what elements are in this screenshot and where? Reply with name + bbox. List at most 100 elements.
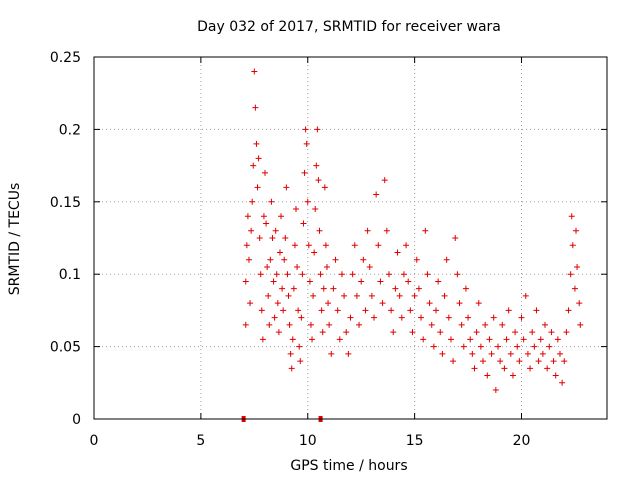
data-point (413, 256, 420, 263)
data-point (552, 372, 559, 379)
data-point (484, 372, 491, 379)
x-tick-label: 0 (90, 433, 99, 449)
data-point (561, 358, 568, 365)
data-point (285, 292, 292, 299)
data-point (443, 256, 450, 263)
data-point (422, 227, 429, 234)
data-point (512, 329, 519, 336)
data-point (284, 271, 291, 278)
data-point (271, 314, 278, 321)
data-point (273, 271, 280, 278)
data-point (509, 372, 516, 379)
data-point (356, 321, 363, 328)
chart-title: Day 032 of 2017, SRMTID for receiver war… (197, 19, 501, 35)
data-point (497, 358, 504, 365)
data-point (330, 285, 337, 292)
data-point (295, 307, 302, 314)
data-point (362, 307, 369, 314)
data-point (243, 242, 250, 249)
data-point (242, 321, 249, 328)
data-point (482, 321, 489, 328)
data-point (260, 213, 267, 220)
data-point (377, 278, 384, 285)
data-point (535, 358, 542, 365)
data-point (539, 350, 546, 357)
data-point (266, 321, 273, 328)
data-point (426, 300, 433, 307)
data-point (475, 300, 482, 307)
data-point (424, 271, 431, 278)
data-point (577, 321, 584, 328)
data-point (278, 213, 285, 220)
data-point (465, 314, 472, 321)
ticks: 0 0.05 0.1 0.15 0.2 0.25 0 5 10 15 20 (50, 50, 607, 449)
data-point (375, 242, 382, 249)
x-tick-label: 5 (196, 433, 205, 449)
data-point (299, 271, 306, 278)
y-axis-label: SRMTID / TECUs (7, 183, 23, 296)
data-point (345, 350, 352, 357)
data-point (379, 300, 386, 307)
data-point (507, 350, 514, 357)
y-tick-label: 0.1 (59, 267, 81, 283)
data-point (364, 227, 371, 234)
data-point (252, 104, 259, 111)
data-point (283, 184, 290, 191)
data-point (437, 329, 444, 336)
data-point (542, 321, 549, 328)
data-point (409, 329, 416, 336)
data-point (383, 227, 390, 234)
data-point (388, 307, 395, 314)
data-point (439, 350, 446, 357)
data-point (411, 292, 418, 299)
data-point (289, 336, 296, 343)
data-point (300, 220, 307, 227)
data-point (533, 307, 540, 314)
data-point (415, 285, 422, 292)
data-point (265, 292, 272, 299)
data-point (332, 256, 339, 263)
data-point (264, 263, 271, 270)
data-point (248, 227, 255, 234)
data-point (398, 314, 405, 321)
y-tick-label: 0.2 (59, 122, 81, 138)
data-point (303, 140, 310, 147)
data-point (244, 213, 251, 220)
data-point (253, 140, 260, 147)
data-point (301, 169, 308, 176)
data-point (400, 271, 407, 278)
data-point (522, 292, 529, 299)
data-point (306, 278, 313, 285)
data-point (490, 314, 497, 321)
data-point (274, 300, 281, 307)
data-point (544, 365, 551, 372)
data-point (328, 350, 335, 357)
data-point (320, 285, 327, 292)
data-point (458, 321, 465, 328)
data-point (269, 235, 276, 241)
data-point (245, 256, 252, 263)
y-tick-label: 0.15 (50, 195, 81, 211)
data-point (524, 350, 531, 357)
data-point (338, 271, 345, 278)
data-point (556, 350, 563, 357)
data-point (456, 300, 463, 307)
data-point (259, 336, 266, 343)
data-point (281, 256, 288, 263)
data-point (407, 307, 414, 314)
data-point (385, 271, 392, 278)
data-point (548, 329, 555, 336)
x-axis-label: GPS time / hours (290, 458, 407, 474)
data-point (247, 300, 254, 307)
data-point (316, 227, 323, 234)
data-point (435, 278, 442, 285)
data-point (471, 365, 478, 372)
data-point (319, 329, 326, 336)
plot-frame (93, 56, 608, 420)
data-point (514, 343, 521, 350)
data-point (462, 285, 469, 292)
data-point (267, 256, 274, 263)
data-point (343, 329, 350, 336)
data-point (297, 358, 304, 365)
